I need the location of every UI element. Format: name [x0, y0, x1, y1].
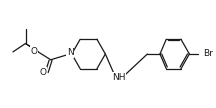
Text: NH: NH — [112, 73, 126, 82]
Text: O: O — [31, 47, 38, 56]
Text: O: O — [39, 68, 46, 77]
Text: Br: Br — [203, 49, 213, 59]
Text: N: N — [67, 48, 73, 57]
